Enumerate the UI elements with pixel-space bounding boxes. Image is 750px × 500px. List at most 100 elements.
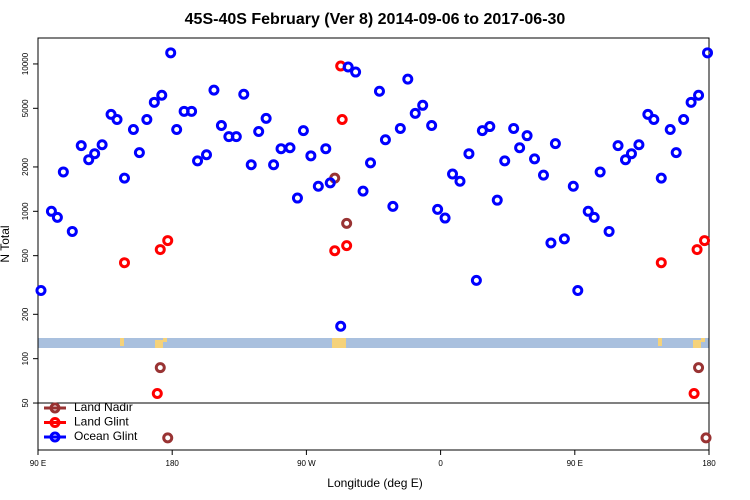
point <box>603 225 615 237</box>
point <box>118 172 130 184</box>
point <box>57 166 69 178</box>
land-sea-strip <box>38 338 709 348</box>
x-tick-label: 180 <box>702 459 716 468</box>
point <box>521 130 533 142</box>
point <box>463 148 475 160</box>
point <box>655 257 667 269</box>
point <box>45 205 57 217</box>
point <box>670 147 682 159</box>
point <box>141 113 153 125</box>
point <box>268 159 280 171</box>
point <box>612 140 624 152</box>
point <box>329 245 341 257</box>
point <box>655 172 667 184</box>
x-tick-label: 0 <box>438 459 443 468</box>
point <box>588 211 600 223</box>
point <box>151 388 163 400</box>
point <box>514 142 526 154</box>
point <box>275 143 287 155</box>
point <box>118 257 130 269</box>
y-tick-label: 10000 <box>21 52 30 75</box>
point <box>470 274 482 286</box>
point <box>186 105 198 117</box>
y-axis-label: N Total <box>0 225 12 262</box>
point <box>245 159 257 171</box>
point <box>133 147 145 159</box>
point <box>291 192 303 204</box>
point <box>582 205 594 217</box>
point <box>253 126 265 138</box>
point <box>625 148 637 160</box>
plot-frame <box>37 37 710 451</box>
point <box>341 240 353 252</box>
point <box>678 113 690 125</box>
point <box>394 122 406 134</box>
point <box>350 66 362 78</box>
point <box>284 142 296 154</box>
y-tick-label: 50 <box>21 398 30 407</box>
legend-label: Land Glint <box>74 415 129 429</box>
y-tick-label: 500 <box>21 248 30 262</box>
legend-marker <box>49 417 61 428</box>
point <box>171 124 183 136</box>
point <box>447 168 459 180</box>
point <box>154 362 166 374</box>
point <box>454 175 466 187</box>
point <box>324 177 336 189</box>
point <box>417 99 429 111</box>
point <box>162 235 174 247</box>
y-tick-label: 1000 <box>21 202 30 220</box>
point <box>379 134 391 146</box>
y-tick-label: 200 <box>21 307 30 321</box>
point <box>305 150 317 162</box>
point <box>426 120 438 132</box>
y-tick-label: 100 <box>21 351 30 365</box>
x-tick-label: 90 W <box>297 459 316 468</box>
point <box>127 124 139 136</box>
point <box>633 139 645 151</box>
point <box>192 155 204 167</box>
point <box>549 138 561 150</box>
point <box>148 96 160 108</box>
point <box>537 169 549 181</box>
point <box>648 113 660 125</box>
point <box>365 157 377 169</box>
point <box>154 244 166 256</box>
x-tick-label: 90 E <box>30 459 46 468</box>
point <box>312 180 324 192</box>
point <box>357 185 369 197</box>
point <box>558 233 570 245</box>
legend-marker <box>49 402 61 414</box>
point <box>51 211 63 223</box>
point <box>320 143 332 155</box>
legend-marker <box>49 431 61 443</box>
point <box>341 217 353 229</box>
point <box>208 84 220 96</box>
point <box>215 120 227 132</box>
point <box>432 203 444 215</box>
point <box>439 212 451 224</box>
legend-label: Ocean Glint <box>74 429 138 443</box>
point <box>567 180 579 192</box>
point <box>402 73 414 85</box>
y-tick-label: 2000 <box>21 157 30 175</box>
point <box>685 96 697 108</box>
point <box>83 154 95 166</box>
point <box>156 89 168 101</box>
point <box>688 388 700 400</box>
point <box>594 166 606 178</box>
point <box>260 112 272 124</box>
point <box>691 244 703 256</box>
point <box>387 200 399 212</box>
point <box>200 149 212 161</box>
point <box>165 47 177 59</box>
point <box>335 320 347 332</box>
point <box>699 235 711 247</box>
point <box>162 432 174 444</box>
point <box>619 154 631 166</box>
point <box>373 85 385 97</box>
point <box>238 88 250 100</box>
point <box>484 121 496 133</box>
point <box>96 139 108 151</box>
